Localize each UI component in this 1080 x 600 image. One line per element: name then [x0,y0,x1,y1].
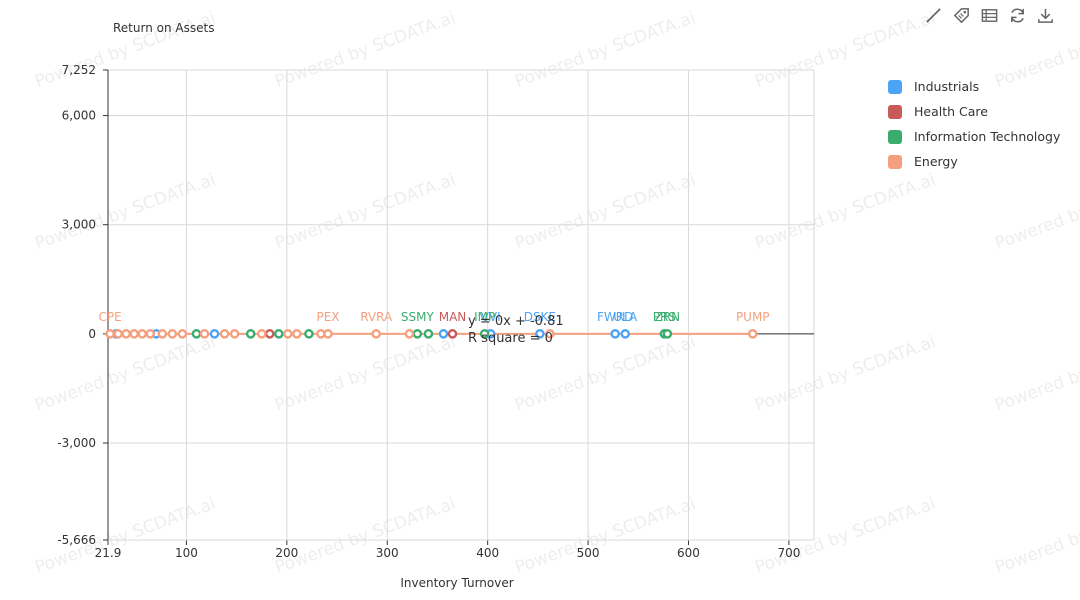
legend-item[interactable]: Energy [888,149,1060,174]
download-icon[interactable] [1034,4,1056,26]
data-point [610,329,620,339]
data-point [404,329,415,339]
data-label: CPE [99,310,122,324]
legend-item[interactable]: Information Technology [888,124,1060,149]
data-point [323,329,333,339]
data-point [620,329,631,339]
refresh-icon[interactable] [1006,4,1028,26]
legend-label: Energy [914,154,958,169]
data-point [129,329,140,339]
data-point [274,329,284,339]
data-point [545,329,555,339]
data-point [264,329,275,339]
data-point [412,329,423,339]
data-point [167,329,178,339]
y-tick-label: -3,000 [57,436,96,450]
data-label: PEX [316,310,339,324]
data-point [447,329,458,339]
legend-item[interactable]: Health Care [888,99,1060,124]
legend-item[interactable]: Industrials [888,74,1060,99]
data-label: PRS [653,310,676,324]
regression-equation: y = 0x + -0.81 [468,314,564,329]
y-tick-label: 3,000 [62,218,96,232]
legend-swatch [888,104,902,119]
data-point [479,329,490,339]
tag-icon[interactable] [950,4,972,26]
data-point [438,329,449,339]
y-tick-label: 0 [88,327,96,341]
data-point [423,329,434,339]
legend-swatch [888,79,902,94]
legend-swatch [888,129,902,144]
data-label: SSMY [401,310,435,324]
data-point [292,329,302,339]
x-tick-label: 500 [577,546,600,560]
data-label: PUMP [736,310,770,324]
data-point [157,329,168,339]
data-point [199,329,210,339]
data-point [245,329,256,339]
legend-label: Information Technology [914,129,1061,144]
line-icon[interactable] [922,4,944,26]
data-label: DSKE [524,310,556,324]
data-label: ULA [613,310,638,324]
data-label: FWRD [597,310,633,324]
x-tick-label: 600 [677,546,700,560]
data-point [371,329,382,339]
y-tick-label: -5,666 [57,533,96,547]
data-label: VVI [481,310,501,324]
data-point [219,329,230,339]
data-point [256,329,267,339]
data-point [209,329,220,339]
y-tick-label: 7,252 [62,63,96,77]
data-label: RVRA [360,310,393,324]
data-label: IMP [474,310,495,324]
data-point [113,329,123,339]
data-point [191,329,202,339]
x-tick-label: 100 [175,546,198,560]
legend-swatch [888,154,902,169]
data-point [535,329,545,339]
plot-frame [107,69,815,541]
data-point [747,329,758,339]
data-point [105,329,115,339]
table-icon[interactable] [978,4,1000,26]
x-tick-label: 400 [476,546,499,560]
data-label: MAN [439,310,467,324]
x-tick-label: 21.9 [95,546,122,560]
legend-label: Health Care [914,104,988,119]
x-axis-title: Inventory Turnover [400,576,513,590]
data-point [177,329,188,339]
data-point [662,329,673,339]
data-point [121,329,131,339]
chart-toolbar [922,4,1056,26]
x-tick-label: 200 [275,546,298,560]
data-point [229,329,240,339]
y-axis-title: Return on Assets [113,21,214,35]
legend: Industrials Health Care Information Techno… [888,74,1060,174]
data-point [283,329,293,339]
legend-label: Industrials [914,79,980,94]
x-tick-label: 300 [376,546,399,560]
regression-r-square: R square = 0 [468,331,553,346]
data-point [145,329,156,339]
data-point [137,329,148,339]
data-point [304,329,314,339]
data-label: ZRN [655,310,681,324]
x-tick-label: 700 [777,546,800,560]
y-tick-label: 6,000 [62,109,96,123]
